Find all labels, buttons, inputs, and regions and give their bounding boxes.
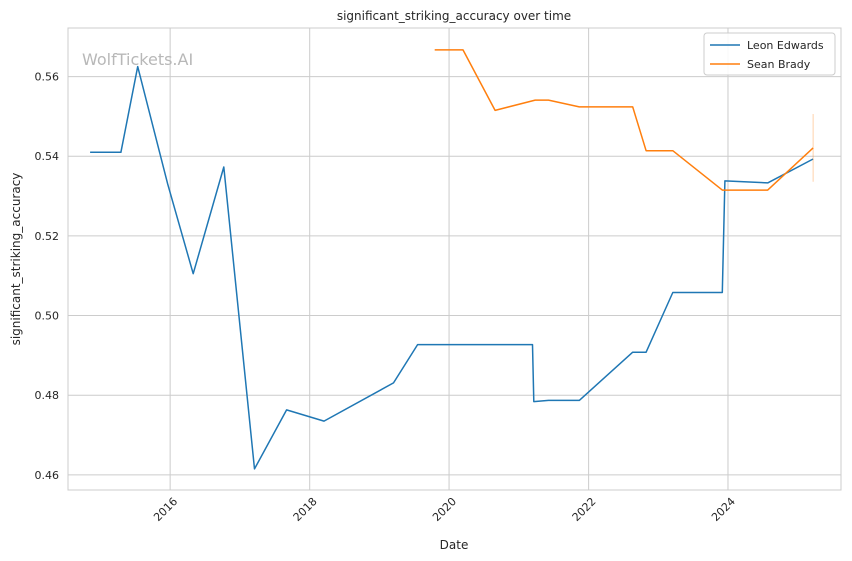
data-point-sean-brady [720,188,724,192]
y-tick-label: 0.52 [35,230,60,243]
series-line-leon-edwards [90,65,814,470]
y-axis-ticks: 0.46 0.48 0.50 0.52 0.54 0.56 [35,71,60,482]
data-point-sean-brady [671,149,675,153]
data-point-leon-edwards [322,419,326,423]
data-point-leon-edwards [222,165,226,169]
legend: Leon Edwards Sean Brady [703,32,836,76]
data-point-leon-edwards [530,343,534,347]
y-tick-label: 0.54 [35,150,60,163]
chart-title: significant_striking_accuracy over time [337,9,571,23]
data-point-leon-edwards [166,182,170,186]
x-axis-label: Date [440,538,469,552]
watermark-text: WolfTickets.AI [82,50,193,69]
data-point-leon-edwards [671,290,675,294]
data-point-leon-edwards [720,290,724,294]
y-tick-label: 0.56 [35,71,60,84]
y-axis-label: significant_striking_accuracy [9,173,23,346]
data-point-leon-edwards [88,150,92,154]
data-point-leon-edwards [577,398,581,402]
legend-label-leon-edwards: Leon Edwards [747,39,824,52]
data-point-sean-brady [547,98,551,102]
data-point-leon-edwards [253,467,257,471]
data-point-leon-edwards [392,381,396,385]
data-point-leon-edwards [644,350,648,354]
series-layer [88,48,814,471]
data-point-leon-edwards [532,400,536,404]
data-point-leon-edwards [191,272,195,276]
data-point-leon-edwards [136,65,140,69]
legend-label-sean-brady: Sean Brady [747,58,811,71]
data-point-leon-edwards [119,150,123,154]
data-point-sean-brady [644,149,648,153]
series-line-sean-brady [434,49,814,191]
data-point-sean-brady [533,98,537,102]
data-point-leon-edwards [723,179,727,183]
data-point-leon-edwards [416,343,420,347]
data-point-leon-edwards [631,350,635,354]
y-tick-label: 0.50 [35,310,60,323]
plot-frame [67,27,842,491]
data-point-sean-brady [461,48,465,52]
data-point-leon-edwards [766,181,770,185]
data-point-sean-brady [433,48,437,52]
data-point-leon-edwards [547,398,551,402]
y-tick-label: 0.46 [35,469,60,482]
data-point-sean-brady [493,108,497,112]
grid-lines [68,28,841,490]
data-point-sean-brady [766,188,770,192]
data-point-leon-edwards [285,408,289,412]
data-point-sean-brady [577,105,581,109]
y-tick-label: 0.48 [35,389,60,402]
data-point-sean-brady [631,105,635,109]
